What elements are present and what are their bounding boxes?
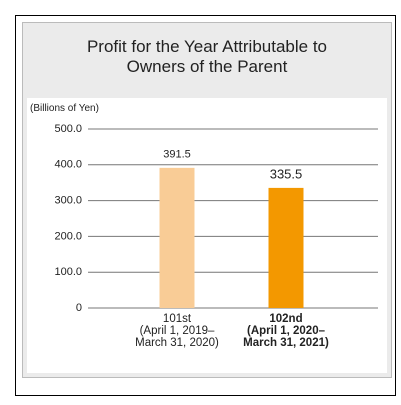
chart-title: Profit for the Year Attributable to Owne… [86, 37, 328, 76]
bar [268, 187, 304, 308]
value-label: 391.5 [163, 149, 191, 161]
frame [15, 15, 396, 396]
y-tick-label: 0 [76, 302, 82, 314]
x-tick-label: 101st (April 1, 2019– March 31, 2020) [135, 313, 219, 349]
plot-background [27, 98, 387, 373]
y-tick-label: 300.0 [54, 195, 82, 207]
y-tick-label: 100.0 [54, 266, 82, 278]
y-tick-label: 500.0 [54, 123, 82, 135]
value-label: 335.5 [270, 166, 303, 181]
y-axis-label: (Billions of Yen) [30, 103, 99, 114]
x-tick-label: 102nd (April 1, 2020– March 31, 2021) [243, 313, 329, 349]
value-label-bg [150, 145, 204, 162]
value-label-bg [259, 165, 313, 182]
bar [159, 167, 195, 308]
y-tick-label: 400.0 [54, 159, 82, 171]
y-tick-label: 200.0 [54, 230, 82, 242]
